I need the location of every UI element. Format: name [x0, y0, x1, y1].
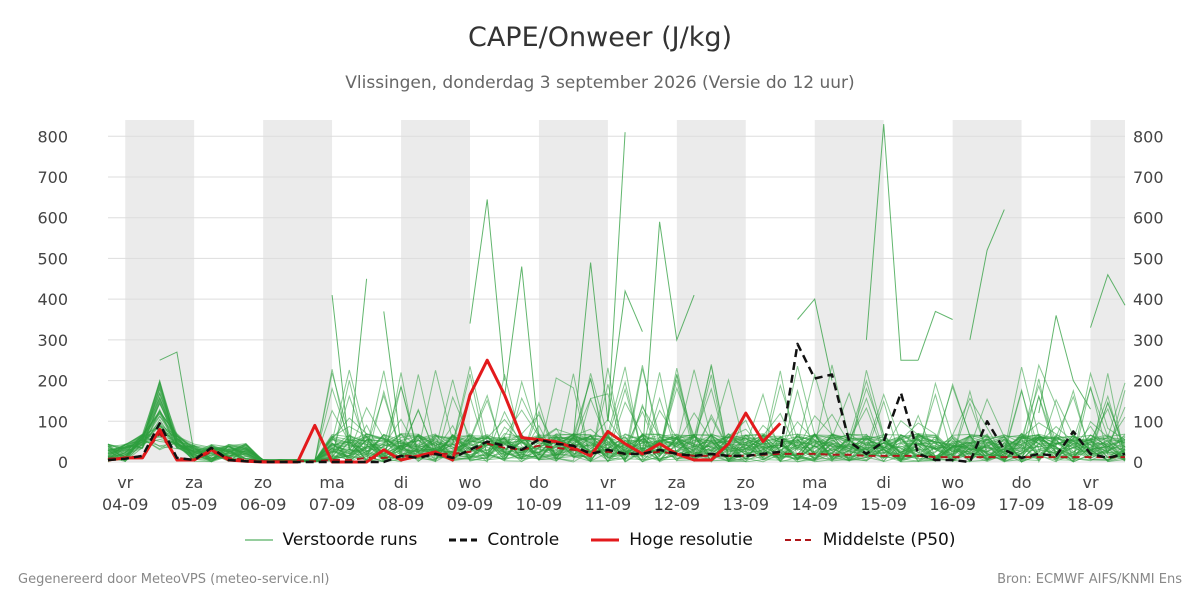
- x-tick-date-14-09: 14-09: [791, 495, 838, 514]
- ensemble-run-47: [107, 370, 1126, 463]
- ensemble-peak-run-5: [572, 132, 626, 438]
- y-tick-left-800: 800: [37, 127, 68, 146]
- legend-swatch-high_res: [591, 538, 620, 542]
- x-tick-date-16-09: 16-09: [929, 495, 976, 514]
- x-tick-date-15-09: 15-09: [860, 495, 907, 514]
- y-tick-right-0: 0: [1133, 453, 1143, 472]
- legend-label: Middelste (P50): [822, 530, 956, 550]
- x-tick-day-15-09: di: [876, 473, 891, 492]
- shaded-band-1: [263, 120, 333, 462]
- ensemble-peak-run-1: [331, 278, 368, 450]
- x-tick-day-13-09: zo: [737, 473, 755, 492]
- ensemble-peak-run-2: [383, 311, 402, 446]
- legend-label: Verstoorde runs: [282, 530, 418, 550]
- ensemble-peak-run-6: [607, 289, 643, 422]
- ensemble-peak-run-8: [797, 297, 833, 381]
- ensemble-peak-run-9: [865, 124, 919, 361]
- legend-swatch-ensemble: [244, 539, 273, 541]
- x-tick-day-12-09: za: [668, 473, 686, 492]
- x-tick-day-04-09: vr: [117, 473, 133, 492]
- legend-item-median: Middelste (P50): [784, 530, 956, 550]
- ensemble-peak-run-10: [917, 310, 953, 361]
- x-tick-date-09-09: 09-09: [447, 495, 494, 514]
- ensemble-peak-run-13: [1090, 273, 1126, 328]
- y-tick-left-0: 0: [58, 453, 68, 472]
- y-tick-right-700: 700: [1133, 168, 1164, 187]
- x-tick-day-16-09: wo: [941, 473, 964, 492]
- legend-item-high_res: Hoge resolutie: [591, 530, 753, 550]
- ensemble-peak-run-0: [159, 351, 195, 454]
- y-tick-left-700: 700: [37, 168, 68, 187]
- legend-item-ensemble: Verstoorde runs: [244, 530, 418, 550]
- x-tick-date-10-09: 10-09: [516, 495, 563, 514]
- ensemble-peak-run-3: [469, 199, 505, 381]
- x-tick-date-06-09: 06-09: [240, 495, 287, 514]
- shaded-band-6: [952, 120, 1022, 462]
- y-tick-right-100: 100: [1133, 412, 1164, 431]
- x-tick-date-08-09: 08-09: [378, 495, 425, 514]
- x-tick-day-11-09: vr: [600, 473, 616, 492]
- main-series: [107, 342, 1126, 464]
- footer-source: Bron: ECMWF AIFS/KNMI Ens: [997, 572, 1182, 587]
- axis-labels: 0 0 100 100 200 200 300 300 400 400 500 500 600 600 70…: [37, 127, 1163, 514]
- legend-swatch-median: [784, 539, 813, 541]
- x-tick-date-12-09: 12-09: [654, 495, 701, 514]
- y-tick-left-100: 100: [37, 412, 68, 431]
- y-tick-left-300: 300: [37, 331, 68, 350]
- chart-title: CAPE/Onweer (J/kg): [467, 22, 732, 53]
- ensemble-peak-run-7: [641, 221, 695, 454]
- x-tick-day-07-09: ma: [319, 473, 344, 492]
- y-tick-right-400: 400: [1133, 290, 1164, 309]
- x-tick-date-13-09: 13-09: [723, 495, 770, 514]
- y-tick-right-600: 600: [1133, 209, 1164, 228]
- ensemble-peak-run-12: [1038, 315, 1091, 414]
- x-tick-date-11-09: 11-09: [585, 495, 632, 514]
- x-tick-day-14-09: ma: [802, 473, 827, 492]
- cape-chart: 0 0 100 100 200 200 300 300 400 400 500 500 600 600 70…: [37, 120, 1164, 514]
- x-tick-day-10-09: do: [529, 473, 549, 492]
- legend-label: Hoge resolutie: [629, 530, 753, 550]
- x-tick-date-17-09: 17-09: [998, 495, 1045, 514]
- x-tick-day-05-09: za: [185, 473, 203, 492]
- x-tick-day-08-09: di: [394, 473, 409, 492]
- ensemble-peak-run-4: [504, 266, 540, 438]
- legend-item-control: Controle: [449, 530, 559, 550]
- x-tick-date-18-09: 18-09: [1067, 495, 1114, 514]
- x-tick-day-18-09: vr: [1083, 473, 1099, 492]
- x-tick-date-07-09: 07-09: [309, 495, 356, 514]
- ensemble-peak-run-11: [969, 209, 1005, 340]
- legend-label: Controle: [487, 530, 560, 550]
- footer-generator: Gegenereerd door MeteoVPS (meteo-service…: [18, 572, 330, 587]
- y-tick-right-200: 200: [1133, 372, 1164, 391]
- y-tick-left-200: 200: [37, 372, 68, 391]
- x-tick-day-17-09: do: [1012, 473, 1032, 492]
- y-tick-left-500: 500: [37, 249, 68, 268]
- y-tick-left-600: 600: [37, 209, 68, 228]
- chart-subtitle: Vlissingen, donderdag 3 september 2026 (…: [345, 73, 855, 93]
- x-tick-date-04-09: 04-09: [102, 495, 149, 514]
- legend: Verstoorde runs Controle Hoge resolutie Mid…: [0, 530, 1200, 550]
- x-tick-date-05-09: 05-09: [171, 495, 218, 514]
- y-tick-right-800: 800: [1133, 127, 1164, 146]
- y-tick-right-300: 300: [1133, 331, 1164, 350]
- legend-swatch-control: [449, 538, 478, 542]
- y-tick-left-400: 400: [37, 290, 68, 309]
- x-tick-day-06-09: zo: [254, 473, 272, 492]
- x-tick-day-09-09: wo: [459, 473, 482, 492]
- y-tick-right-500: 500: [1133, 249, 1164, 268]
